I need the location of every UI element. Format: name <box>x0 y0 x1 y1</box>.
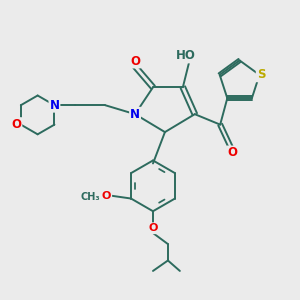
Text: O: O <box>130 55 140 68</box>
Text: O: O <box>102 190 111 200</box>
Text: HO: HO <box>176 50 196 62</box>
Text: N: N <box>130 108 140 121</box>
Text: CH₃: CH₃ <box>81 192 100 202</box>
Text: O: O <box>148 223 158 233</box>
Text: O: O <box>227 146 237 160</box>
Text: O: O <box>11 118 21 131</box>
Text: N: N <box>50 99 59 112</box>
Text: S: S <box>257 68 265 81</box>
